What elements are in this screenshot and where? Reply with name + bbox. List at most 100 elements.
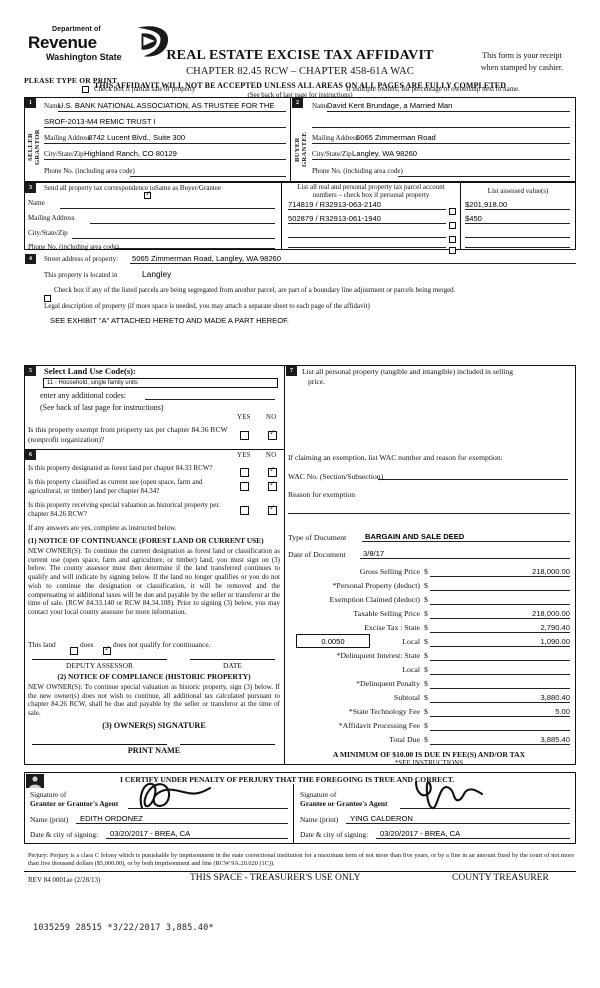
tax-line-rule — [430, 702, 570, 703]
exempt-yes-wrap[interactable] — [240, 426, 249, 444]
historic-no-wrap[interactable] — [268, 501, 277, 519]
seller-citystate-value[interactable]: Highland Ranch, CO 80129 — [84, 149, 177, 158]
personal-property-checkbox — [449, 247, 456, 254]
grantee-date-value[interactable]: 03/20/2017 - BREA, CA — [380, 829, 461, 838]
additional-codes-label: enter any additional codes: — [40, 391, 126, 400]
historic-yes-wrap[interactable] — [240, 501, 249, 519]
street-address-value[interactable]: 5065 Zimmerman Road, Langley, WA 98260 — [132, 254, 282, 263]
parcel-personal-checkbox-wrap[interactable] — [449, 215, 456, 233]
logo-revenue-text: Revenue — [28, 33, 97, 52]
parcel-personal-checkbox-wrap[interactable] — [449, 201, 456, 219]
doc-date-label: Date of Document — [288, 550, 346, 559]
tax-line-value[interactable]: 1,090.00 — [540, 637, 570, 646]
parties-divider — [290, 97, 291, 182]
partial-sale-checkbox — [82, 86, 89, 93]
parcel-heading-1: List all real and personal property tax … — [297, 183, 445, 191]
yes-header-5: YES — [237, 414, 251, 421]
tax-line-rule — [430, 730, 570, 731]
no-header-5: NO — [266, 414, 277, 421]
forest-yes-wrap[interactable] — [240, 463, 249, 481]
current-use-yes-checkbox — [240, 482, 249, 491]
personal-property-heading-2: price. — [308, 377, 326, 386]
corr-phone-rule — [114, 248, 275, 249]
seller-name-value[interactable]: U.S. BANK NATIONAL ASSOCIATION, AS TRUST… — [58, 101, 275, 110]
buyer-name-value[interactable]: David Kent Brundage, a Married Man — [327, 101, 453, 110]
forest-no-wrap[interactable] — [268, 463, 277, 481]
legal-description-value[interactable]: SEE EXHIBIT "A" ATTACHED HERETO AND MADE… — [50, 316, 290, 325]
tax-rate-box[interactable] — [296, 634, 370, 648]
tax-rate-value[interactable]: 0.0050 — [321, 637, 345, 646]
doc-type-value[interactable]: BARGAIN AND SALE DEED — [365, 532, 465, 541]
buyer-mailing-value[interactable]: 5065 Zimmerman Road — [356, 133, 436, 142]
grantee-date-rule — [376, 838, 570, 839]
parcel-personal-checkbox-wrap[interactable] — [449, 240, 456, 258]
no-header-6: NO — [266, 452, 277, 459]
form-instructions-note: (See back of last page for instructions) — [247, 92, 353, 99]
tax-line-value[interactable]: 218,000.00 — [531, 567, 570, 576]
segregated-checkbox-wrap[interactable] — [44, 288, 51, 306]
assessed-value[interactable]: $450 — [465, 214, 482, 223]
revenue-swoosh-icon — [137, 26, 169, 57]
footer-rule — [24, 871, 576, 872]
located-in-value[interactable]: Langley — [142, 269, 172, 279]
seller-mailing-value[interactable]: 8742 Lucent Blvd., Suite 300 — [88, 133, 186, 142]
grantor-date-value[interactable]: 03/20/2017 - BREA, CA — [110, 829, 191, 838]
current-use-no-wrap[interactable] — [268, 477, 277, 495]
tax-line-value[interactable]: 218,000.00 — [531, 609, 570, 618]
exempt-no-wrap[interactable] — [268, 426, 277, 444]
does-not-label: does not qualify for continuance. — [113, 640, 211, 649]
corr-mailing-label: Mailing Address — [28, 214, 75, 222]
parcel-number[interactable]: 714819 / R32913-063-2140 — [288, 200, 381, 209]
notice-compliance-body: NEW OWNER(S): To continue special valuat… — [28, 683, 280, 718]
located-in-label: This property is located in — [44, 271, 118, 279]
tax-line-value[interactable]: 3,885.40 — [540, 735, 570, 744]
tax-line-label: *State Technology Fee — [348, 707, 420, 716]
grantee-name-value[interactable]: YING CALDERON — [350, 814, 413, 823]
seller-name-line2[interactable]: SROF-2013-M4 REMIC TRUST I — [44, 117, 156, 126]
parcel-number[interactable]: 502879 / R32913-061-1940 — [288, 214, 381, 223]
tax-line-rule — [430, 632, 570, 633]
grantor-name-value[interactable]: EDITH ORDONEZ — [80, 814, 143, 823]
seller-phone-rule — [130, 176, 286, 177]
land-use-code-select[interactable]: 11 - Household, single family units — [43, 378, 278, 388]
grantor-date-rule — [106, 838, 288, 839]
partial-sale-checkbox-wrap[interactable] — [82, 86, 89, 94]
parcel-rule — [288, 237, 446, 238]
street-address-rule — [130, 263, 576, 264]
receipt-note: This form is your receipt when stamped b… — [462, 50, 582, 74]
owner-signature-rule[interactable] — [32, 744, 167, 745]
tax-line-value[interactable]: 3,880.40 — [540, 693, 570, 702]
form-warning: THIS AFFIDAVIT WILL NOT BE ACCEPTED UNLE… — [93, 81, 507, 90]
partial-sale-label: Check box if partial sale of property — [94, 85, 196, 93]
logo-state-text: Washington State — [46, 52, 122, 62]
assessed-value[interactable]: $201,918.00 — [465, 200, 508, 209]
exemption-heading: If claiming an exemption, list WAC numbe… — [288, 453, 503, 462]
doc-date-rule — [360, 558, 570, 559]
does-not-qualify-wrap[interactable] — [103, 641, 111, 659]
doc-date-value[interactable]: 3/8/17 — [363, 549, 385, 558]
corr-mailing-rule — [90, 223, 275, 224]
historic-question: Is this property receiving special valua… — [28, 501, 221, 518]
personal-property-heading-1: List all personal property (tangible and… — [302, 367, 514, 376]
tax-line-value[interactable]: 5.00 — [555, 707, 570, 716]
corr-phone-label: Phone No. (including area code) — [28, 243, 119, 251]
seller-side-label: SELLER GRANTOR — [27, 129, 41, 165]
same-as-buyer-checkbox-wrap[interactable] — [144, 185, 151, 203]
grantee-signature-rule[interactable] — [400, 808, 570, 809]
current-use-yes-wrap[interactable] — [240, 477, 249, 495]
owner-signature-date-rule[interactable] — [180, 744, 275, 745]
assessed-rule — [465, 237, 570, 238]
tax-line-label: Local — [402, 665, 420, 674]
tax-line-rule — [430, 744, 570, 745]
tax-line-rule — [430, 660, 570, 661]
buyer-citystate-value[interactable]: Langley, WA 98260 — [352, 149, 418, 158]
does-label: does — [80, 640, 94, 649]
grantor-signature-rule[interactable] — [128, 808, 288, 809]
does-qualify-wrap[interactable] — [70, 641, 78, 659]
forest-land-question: Is this property designated as forest la… — [28, 464, 213, 472]
tax-line-value[interactable]: 2,790.40 — [540, 623, 570, 632]
seller-citystate-label: City/State/Zip — [44, 150, 84, 158]
dollar-sign: $ — [424, 567, 428, 576]
parcel-rule — [288, 247, 446, 248]
parcel-personal-checkbox-wrap[interactable] — [449, 229, 456, 247]
